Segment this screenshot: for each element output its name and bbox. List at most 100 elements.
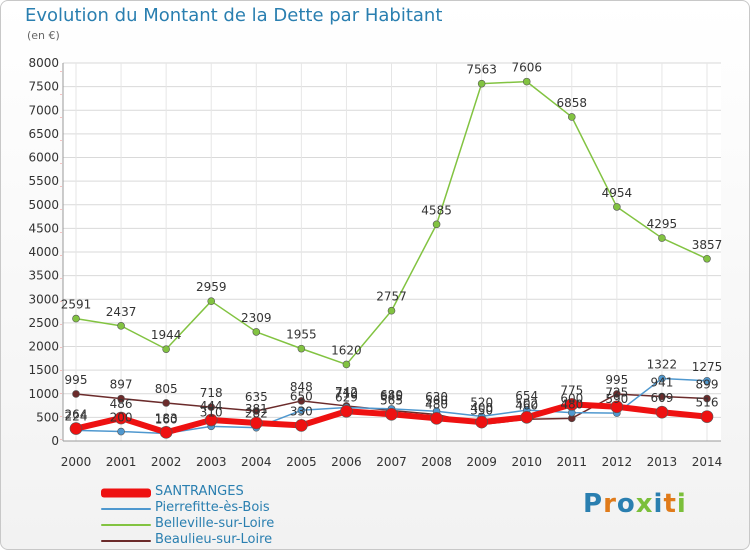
y-tick-label: 6500	[28, 127, 59, 141]
data-label: 635	[245, 390, 268, 404]
data-point	[655, 405, 669, 419]
data-label: 650	[290, 389, 313, 403]
data-point	[522, 77, 531, 86]
y-tick-label: 2500	[28, 316, 59, 330]
data-label: 565	[380, 393, 403, 407]
data-label: 654	[515, 389, 538, 403]
legend: SANTRANGES Pierrefitte-ès-Bois Belleville-…	[101, 484, 361, 549]
data-point	[297, 344, 306, 353]
unit-label: (en €)	[27, 29, 60, 42]
data-label: 680	[380, 388, 403, 402]
y-tick-label: 4500	[28, 221, 59, 235]
data-point	[204, 413, 218, 427]
data-label: 7606	[511, 61, 542, 75]
data-label: 502	[515, 396, 538, 410]
data-label: 742	[335, 385, 358, 399]
data-label: 516	[696, 396, 719, 410]
data-point	[475, 415, 488, 429]
legend-item: Pierrefitte-ès-Bois	[101, 500, 361, 517]
data-label: 444	[200, 399, 223, 413]
y-tick-label: 2000	[28, 340, 59, 354]
x-tick-label: 2006	[331, 455, 362, 469]
data-point	[430, 412, 443, 425]
data-label: 848	[290, 380, 313, 394]
data-label: 725	[605, 386, 628, 400]
data-label: 310	[200, 405, 223, 419]
data-label: 718	[200, 386, 223, 400]
data-label: 7563	[466, 63, 497, 77]
data-point	[252, 328, 261, 336]
data-point	[117, 322, 125, 330]
legend-label: SANTRANGES	[155, 484, 244, 499]
data-point	[72, 314, 80, 323]
data-point	[162, 399, 170, 407]
data-label: 645	[380, 390, 403, 404]
data-label: 2309	[241, 311, 272, 325]
legend-swatch	[101, 524, 151, 526]
data-label: 2757	[376, 290, 407, 304]
chart-title: Evolution du Montant de la Dette par Hab…	[25, 5, 443, 26]
data-label: 629	[335, 390, 358, 404]
x-tick-label: 2014	[692, 455, 723, 469]
data-point	[207, 297, 216, 305]
data-point	[342, 360, 351, 369]
data-label: 1955	[286, 328, 317, 342]
y-tick-label: 3500	[28, 269, 59, 283]
data-label: 6858	[557, 96, 588, 110]
data-point	[385, 408, 398, 421]
data-label: 381	[245, 402, 268, 416]
x-tick-label: 2010	[511, 455, 542, 469]
legend-label: Pierrefitte-ès-Bois	[155, 500, 270, 515]
data-label: 1944	[151, 328, 182, 342]
data-point	[613, 203, 621, 211]
data-point	[387, 306, 396, 315]
data-point	[703, 254, 711, 263]
y-tick-label: 7000	[28, 103, 59, 117]
x-tick-label: 2007	[376, 455, 407, 469]
data-point	[567, 113, 576, 121]
data-point	[477, 79, 486, 88]
data-point	[700, 410, 714, 423]
data-label: 480	[560, 397, 583, 411]
y-tick-label: 6000	[28, 151, 59, 165]
data-label: 2437	[106, 305, 137, 319]
data-point	[703, 376, 711, 385]
proxiti-logo: Proxiti	[583, 489, 687, 519]
y-tick-label: 500	[36, 410, 59, 424]
y-tick-label: 4000	[28, 245, 59, 259]
data-label: 480	[425, 397, 448, 411]
data-point	[658, 234, 666, 242]
data-point	[69, 422, 83, 435]
data-point	[658, 392, 666, 401]
data-label: 460	[515, 398, 538, 412]
data-label: 2959	[196, 280, 227, 294]
data-label: 941	[650, 376, 673, 390]
data-label: 1620	[331, 343, 362, 357]
y-tick-label: 5000	[28, 198, 59, 212]
data-label: 995	[605, 373, 628, 387]
data-label: 282	[245, 407, 268, 421]
data-label: 350	[470, 403, 493, 417]
data-label: 520	[470, 395, 493, 409]
y-tick-label: 7500	[28, 80, 59, 94]
data-label: 1275	[692, 360, 723, 374]
data-label: 486	[110, 397, 133, 411]
data-point	[159, 426, 173, 439]
data-label: 160	[155, 412, 178, 426]
data-label: 3857	[692, 238, 723, 252]
data-point	[297, 406, 306, 415]
data-point	[565, 398, 579, 411]
x-tick-label: 2003	[196, 455, 227, 469]
x-tick-label: 2013	[647, 455, 678, 469]
x-tick-label: 2011	[557, 455, 588, 469]
x-tick-label: 2004	[241, 455, 272, 469]
legend-label: Belleville-sur-Loire	[155, 516, 275, 531]
y-tick-label: 3000	[28, 292, 59, 306]
legend-label: Beaulieu-sur-Loire	[155, 532, 273, 547]
data-point	[162, 345, 170, 353]
legend-item: Beaulieu-sur-Loire	[101, 532, 361, 549]
data-point	[72, 390, 80, 398]
data-label: 630	[425, 390, 448, 404]
y-tick-label: 8000	[28, 56, 59, 70]
